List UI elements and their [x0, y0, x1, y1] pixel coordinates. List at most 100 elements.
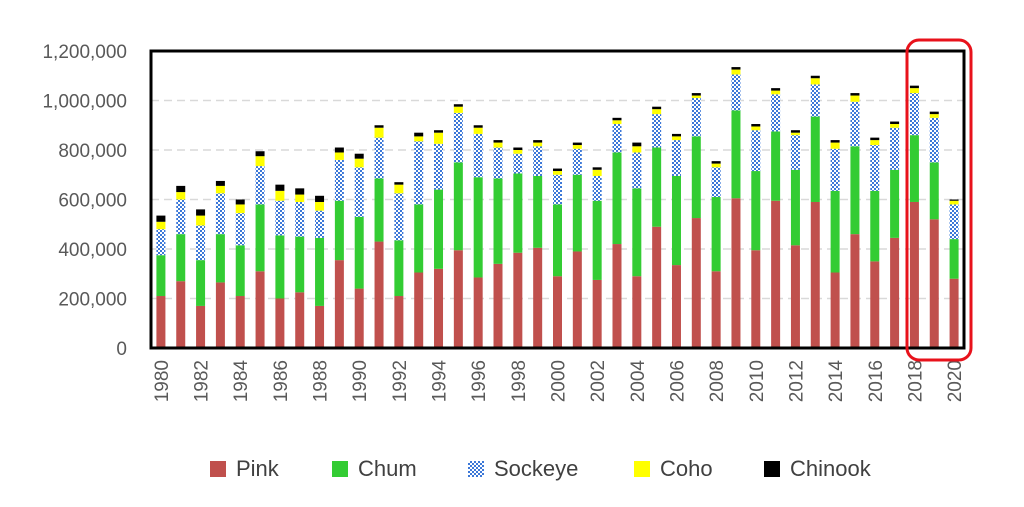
bar-pink-1999	[533, 247, 543, 348]
bar-sockeye-2004	[632, 152, 642, 189]
legend-item-chinook: Chinook	[764, 456, 871, 482]
bar-chinook-1989	[334, 147, 344, 153]
bar-chum-1988	[315, 237, 325, 306]
x-tick-label: 1986	[271, 360, 292, 402]
bar-coho-2016	[870, 140, 880, 146]
bar-sockeye-2018	[909, 93, 919, 136]
bar-sockeye-2007	[691, 98, 701, 137]
bar-sockeye-1998	[513, 153, 523, 174]
bar-coho-2013	[810, 78, 820, 85]
bar-chum-1999	[533, 175, 543, 248]
bar-coho-1987	[295, 194, 305, 202]
bar-chum-2007	[691, 136, 701, 219]
bar-coho-2019	[929, 114, 939, 118]
bar-pink-1992	[394, 296, 404, 348]
bar-sockeye-2001	[572, 148, 582, 175]
bar-chum-2019	[929, 162, 939, 220]
x-axis-ticks: 1980 1982 1984 1986 1988 1990 1992 1994 1996 1998…	[152, 360, 966, 403]
bar-coho-2009	[731, 69, 741, 75]
x-tick-label: 2004	[628, 360, 649, 403]
y-tick-label: 1,200,000	[42, 42, 127, 63]
bar-coho-1984	[235, 204, 245, 214]
bar-chinook-2011	[771, 88, 781, 91]
bar-pink-2002	[592, 279, 602, 348]
bar-pink-1983	[215, 282, 225, 348]
x-tick-label: 1990	[350, 360, 371, 402]
bar-sockeye-1996	[473, 133, 483, 178]
bar-chum-2016	[870, 190, 880, 262]
bar-sockeye-1983	[215, 193, 225, 235]
bar-chum-2020	[949, 239, 959, 279]
highlight-box	[905, 38, 973, 362]
bar-chum-1993	[414, 204, 424, 273]
bar-chinook-1985	[255, 151, 265, 157]
legend-swatch-coho	[634, 461, 650, 477]
bar-pink-2003	[612, 244, 622, 348]
bar-sockeye-1999	[533, 146, 543, 176]
x-tick-label: 2012	[786, 360, 807, 402]
bar-coho-2010	[751, 126, 761, 131]
bar-chum-1991	[374, 178, 384, 242]
bar-chinook-1992	[394, 182, 404, 185]
bar-coho-2000	[553, 171, 562, 175]
bar-chum-2001	[572, 174, 582, 252]
bar-chinook-1991	[374, 125, 384, 128]
x-tick-label: 2000	[549, 360, 570, 402]
bar-pink-2008	[711, 271, 721, 348]
bar-sockeye-2005	[652, 114, 662, 148]
legend-swatch-sockeye	[468, 461, 484, 477]
legend-label-coho: Coho	[660, 456, 713, 481]
bar-chum-1994	[434, 189, 444, 269]
bar-chinook-1993	[414, 132, 424, 137]
legend: Pink Chum Sockeye Coho Chinook	[0, 456, 1024, 490]
bar-coho-1994	[434, 132, 444, 144]
bar-pink-2013	[810, 201, 820, 348]
bar-sockeye-1984	[235, 213, 245, 246]
bar-chum-1995	[453, 162, 463, 251]
bar-pink-2004	[632, 276, 642, 348]
bar-chinook-2018	[909, 85, 919, 89]
bar-coho-2012	[790, 132, 800, 136]
bar-coho-1992	[394, 184, 404, 194]
bar-pink-1991	[374, 241, 384, 348]
legend-label-pink: Pink	[236, 456, 279, 481]
bar-chum-2006	[671, 175, 681, 266]
bar-coho-2008	[711, 163, 721, 168]
bar-chum-1984	[235, 245, 245, 297]
bar-sockeye-1985	[255, 166, 265, 205]
bar-chum-1985	[255, 204, 265, 272]
bar-pink-1986	[275, 298, 285, 348]
bar-coho-1995	[453, 106, 463, 113]
bar-sockeye-2020	[949, 204, 959, 240]
bar-sockeye-2009	[731, 74, 741, 111]
bar-sockeye-2002	[592, 175, 602, 201]
bars	[156, 67, 959, 349]
bar-chum-1982	[196, 260, 206, 306]
bar-coho-1998	[513, 150, 523, 154]
legend-label-chinook: Chinook	[790, 456, 871, 481]
y-tick-label: 0	[116, 339, 127, 360]
bar-chinook-1982	[196, 209, 206, 216]
bar-chinook-2009	[731, 67, 741, 70]
bar-chinook-2019	[929, 111, 939, 115]
bar-chinook-1998	[513, 147, 523, 150]
bar-pink-2018	[909, 201, 919, 348]
bar-chum-2009	[731, 110, 741, 199]
bar-sockeye-2016	[870, 145, 880, 191]
bar-chinook-1995	[453, 104, 463, 107]
bar-chum-1997	[493, 178, 503, 264]
legend-swatch-chum	[332, 461, 348, 477]
bar-chum-1989	[334, 200, 344, 261]
bar-coho-2005	[652, 109, 662, 115]
bar-chum-2018	[909, 135, 919, 202]
bar-chum-2010	[751, 171, 761, 251]
bar-pink-2001	[572, 251, 582, 348]
bar-sockeye-1986	[275, 200, 285, 236]
bar-sockeye-1987	[295, 201, 305, 237]
x-tick-label: 1980	[152, 360, 173, 402]
bar-chum-2004	[632, 188, 642, 277]
bar-sockeye-2011	[771, 94, 781, 132]
x-tick-label: 1988	[311, 360, 332, 402]
bar-coho-2011	[771, 90, 781, 95]
x-tick-label: 2018	[905, 360, 926, 402]
